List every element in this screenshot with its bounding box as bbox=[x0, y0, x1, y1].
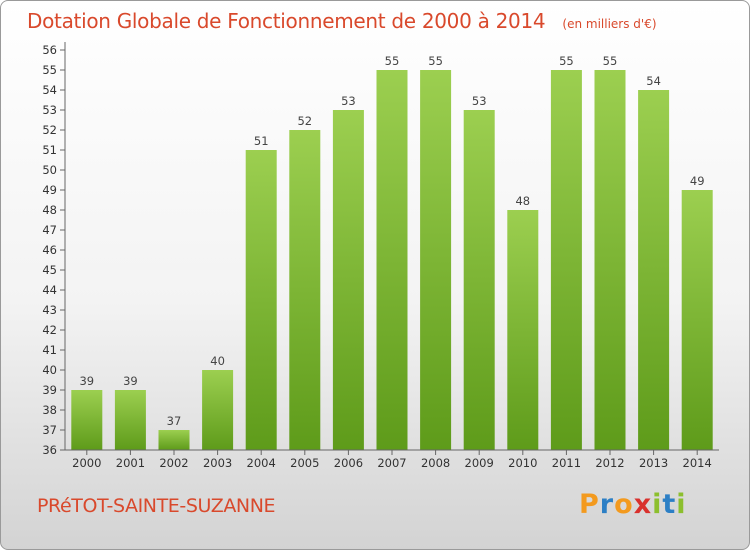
y-tick-label: 43 bbox=[42, 303, 57, 317]
x-tick-label-2014: 2014 bbox=[683, 456, 712, 470]
y-tick-label: 38 bbox=[42, 403, 57, 417]
bar-2005 bbox=[289, 130, 321, 450]
bar-2013 bbox=[638, 90, 670, 450]
bar-2010 bbox=[507, 210, 539, 450]
y-tick-label: 44 bbox=[42, 283, 57, 297]
bar-2003 bbox=[202, 370, 234, 450]
x-tick-label-2005: 2005 bbox=[290, 456, 319, 470]
y-tick-label: 36 bbox=[42, 443, 57, 457]
y-tick-label: 53 bbox=[42, 103, 57, 117]
bar-2000 bbox=[71, 390, 103, 450]
x-tick-label-2011: 2011 bbox=[552, 456, 581, 470]
value-label-2005: 52 bbox=[297, 114, 312, 128]
bar-2006 bbox=[332, 110, 364, 450]
logo-letter: o bbox=[614, 489, 634, 520]
y-tick-label: 48 bbox=[42, 203, 57, 217]
value-label-2008: 55 bbox=[428, 54, 443, 68]
y-tick-label: 50 bbox=[42, 163, 57, 177]
proxiti-logo: Proxiti bbox=[579, 489, 687, 520]
logo-letter: i bbox=[652, 489, 663, 520]
bar-2004 bbox=[245, 150, 277, 450]
bar-2008 bbox=[420, 70, 452, 450]
value-label-2006: 53 bbox=[341, 94, 356, 108]
value-labels: 39 39 37 40 51 52 53 55 55 53 48 55 55 54 49 bbox=[79, 54, 704, 428]
y-tick-label: 56 bbox=[42, 43, 57, 57]
value-label-2011: 55 bbox=[559, 54, 574, 68]
y-tick-label: 54 bbox=[42, 83, 57, 97]
y-tick-label: 47 bbox=[42, 223, 57, 237]
bar-2001 bbox=[114, 390, 146, 450]
y-tick-label: 49 bbox=[42, 183, 57, 197]
y-tick-label: 37 bbox=[42, 423, 57, 437]
chart-unit: (en milliers d'€) bbox=[562, 17, 657, 31]
x-tick-label-2010: 2010 bbox=[508, 456, 537, 470]
value-label-2009: 53 bbox=[472, 94, 487, 108]
y-tick-label: 52 bbox=[42, 123, 57, 137]
logo-letter: r bbox=[599, 489, 615, 520]
logo-letter: i bbox=[676, 489, 687, 520]
x-tick-label-2007: 2007 bbox=[377, 456, 406, 470]
y-tick-label: 41 bbox=[42, 343, 57, 357]
y-tick-label: 45 bbox=[42, 263, 57, 277]
bars bbox=[71, 70, 713, 450]
y-tick-label: 42 bbox=[42, 323, 57, 337]
x-tick-label-2009: 2009 bbox=[465, 456, 494, 470]
x-tick-label-2004: 2004 bbox=[247, 456, 276, 470]
y-tick-label: 51 bbox=[42, 143, 57, 157]
bar-2002 bbox=[158, 430, 190, 450]
logo-letter: x bbox=[633, 489, 653, 520]
value-label-2000: 39 bbox=[79, 374, 94, 388]
logo-letter: P bbox=[579, 489, 600, 520]
y-tick-label: 39 bbox=[42, 383, 57, 397]
x-tick-label-2002: 2002 bbox=[159, 456, 188, 470]
bar-2009 bbox=[463, 110, 495, 450]
y-tick-label: 46 bbox=[42, 243, 57, 257]
commune-name: PRéTOT-SAINTE-SUZANNE bbox=[37, 495, 276, 517]
x-tick-label-2013: 2013 bbox=[639, 456, 668, 470]
x-axis: 2000 2001 2002 2003 2004 2005 2006 2007 2008 2009… bbox=[65, 449, 719, 470]
x-tick-label-2001: 2001 bbox=[116, 456, 145, 470]
x-tick-label-2012: 2012 bbox=[595, 456, 624, 470]
logo-letter: t bbox=[662, 489, 677, 520]
title-row: Dotation Globale de Fonctionnement de 20… bbox=[27, 9, 657, 33]
x-tick-label-2008: 2008 bbox=[421, 456, 450, 470]
value-label-2014: 49 bbox=[690, 174, 705, 188]
value-label-2003: 40 bbox=[210, 354, 225, 368]
value-label-2013: 54 bbox=[646, 74, 661, 88]
chart-title: Dotation Globale de Fonctionnement de 20… bbox=[27, 9, 546, 33]
value-label-2010: 48 bbox=[515, 194, 530, 208]
value-label-2012: 55 bbox=[603, 54, 618, 68]
y-tick-label: 40 bbox=[42, 363, 57, 377]
value-label-2001: 39 bbox=[123, 374, 138, 388]
value-label-2004: 51 bbox=[254, 134, 269, 148]
x-tick-label-2003: 2003 bbox=[203, 456, 232, 470]
bar-2011 bbox=[550, 70, 582, 450]
bar-2007 bbox=[376, 70, 408, 450]
y-tick-label: 55 bbox=[42, 63, 57, 77]
y-axis: 36 37 38 39 40 41 42 43 44 45 46 47 48 49 50 51 52 53 54 55… bbox=[42, 42, 66, 457]
bar-2012 bbox=[594, 70, 626, 450]
x-tick-label-2000: 2000 bbox=[72, 456, 101, 470]
value-label-2002: 37 bbox=[167, 414, 182, 428]
x-tick-label-2006: 2006 bbox=[334, 456, 363, 470]
value-label-2007: 55 bbox=[385, 54, 400, 68]
bar-2014 bbox=[681, 190, 713, 450]
